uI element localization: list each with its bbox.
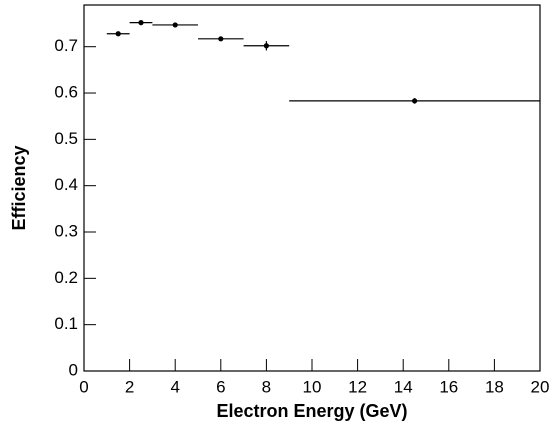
x-tick-label: 10 (303, 377, 322, 396)
y-tick-label: 0.2 (54, 268, 78, 287)
x-axis-title: Electron Energy (GeV) (216, 401, 407, 421)
x-tick-label: 4 (170, 377, 179, 396)
y-tick-label: 0.6 (54, 83, 78, 102)
x-tick-label: 12 (348, 377, 367, 396)
data-point (172, 22, 178, 28)
y-tick-label: 0.4 (54, 175, 78, 194)
x-tick-label: 18 (485, 377, 504, 396)
x-tick-label: 2 (125, 377, 134, 396)
data-point (115, 31, 121, 37)
x-tick-label: 0 (79, 377, 88, 396)
data-point (412, 98, 418, 104)
x-tick-label: 8 (262, 377, 271, 396)
y-axis-title: Efficiency (9, 145, 29, 230)
x-tick-label: 14 (394, 377, 413, 396)
data-point (218, 36, 224, 42)
data-point (263, 43, 269, 49)
y-tick-label: 0.7 (54, 36, 78, 55)
x-tick-label: 16 (439, 377, 458, 396)
x-tick-label: 6 (216, 377, 225, 396)
data-point (138, 20, 144, 26)
y-tick-label: 0.1 (54, 314, 78, 333)
y-tick-label: 0.3 (54, 221, 78, 240)
x-tick-label: 20 (531, 377, 550, 396)
y-tick-label: 0.5 (54, 129, 78, 148)
y-tick-label: 0 (69, 360, 78, 379)
plot-frame (83, 4, 541, 372)
